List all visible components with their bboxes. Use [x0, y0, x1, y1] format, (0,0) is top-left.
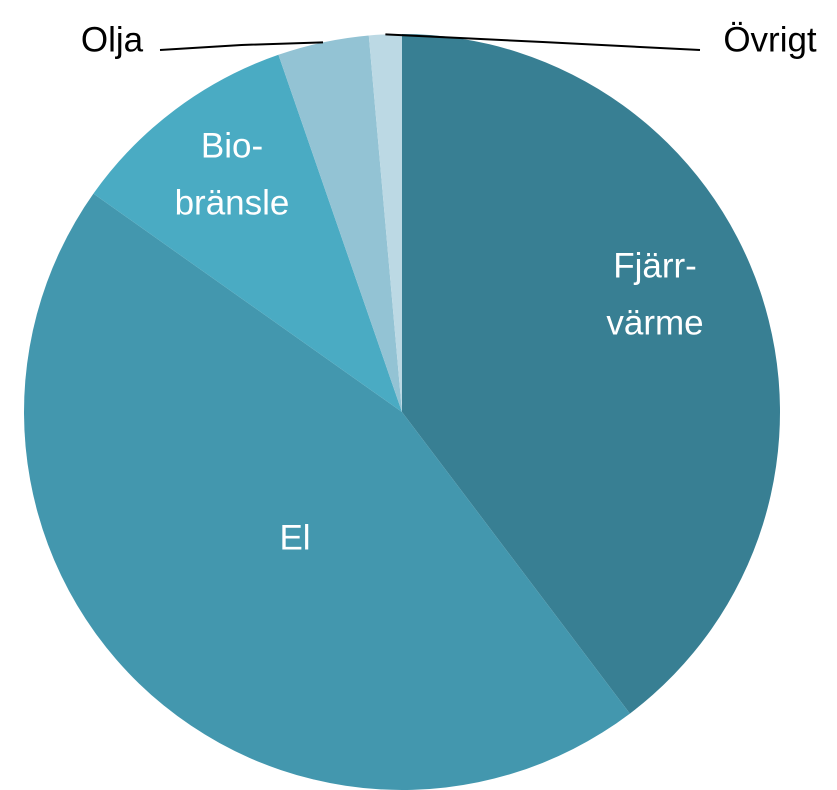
slice-label: Övrigt	[723, 20, 817, 59]
slice-label: El	[279, 518, 310, 557]
leader-line	[385, 33, 701, 51]
pie-slice	[278, 35, 402, 413]
pie-slice	[402, 34, 780, 714]
pie-slice	[93, 54, 402, 412]
pie-slice	[368, 34, 402, 412]
slice-label: Fjärr-	[613, 246, 697, 285]
slice-label: Bio-	[201, 126, 263, 165]
slice-label: Olja	[81, 20, 144, 59]
slice-label: värme	[606, 303, 703, 342]
pie-slice	[24, 193, 630, 790]
slice-label: bränsle	[175, 183, 290, 222]
leader-line	[159, 41, 324, 51]
